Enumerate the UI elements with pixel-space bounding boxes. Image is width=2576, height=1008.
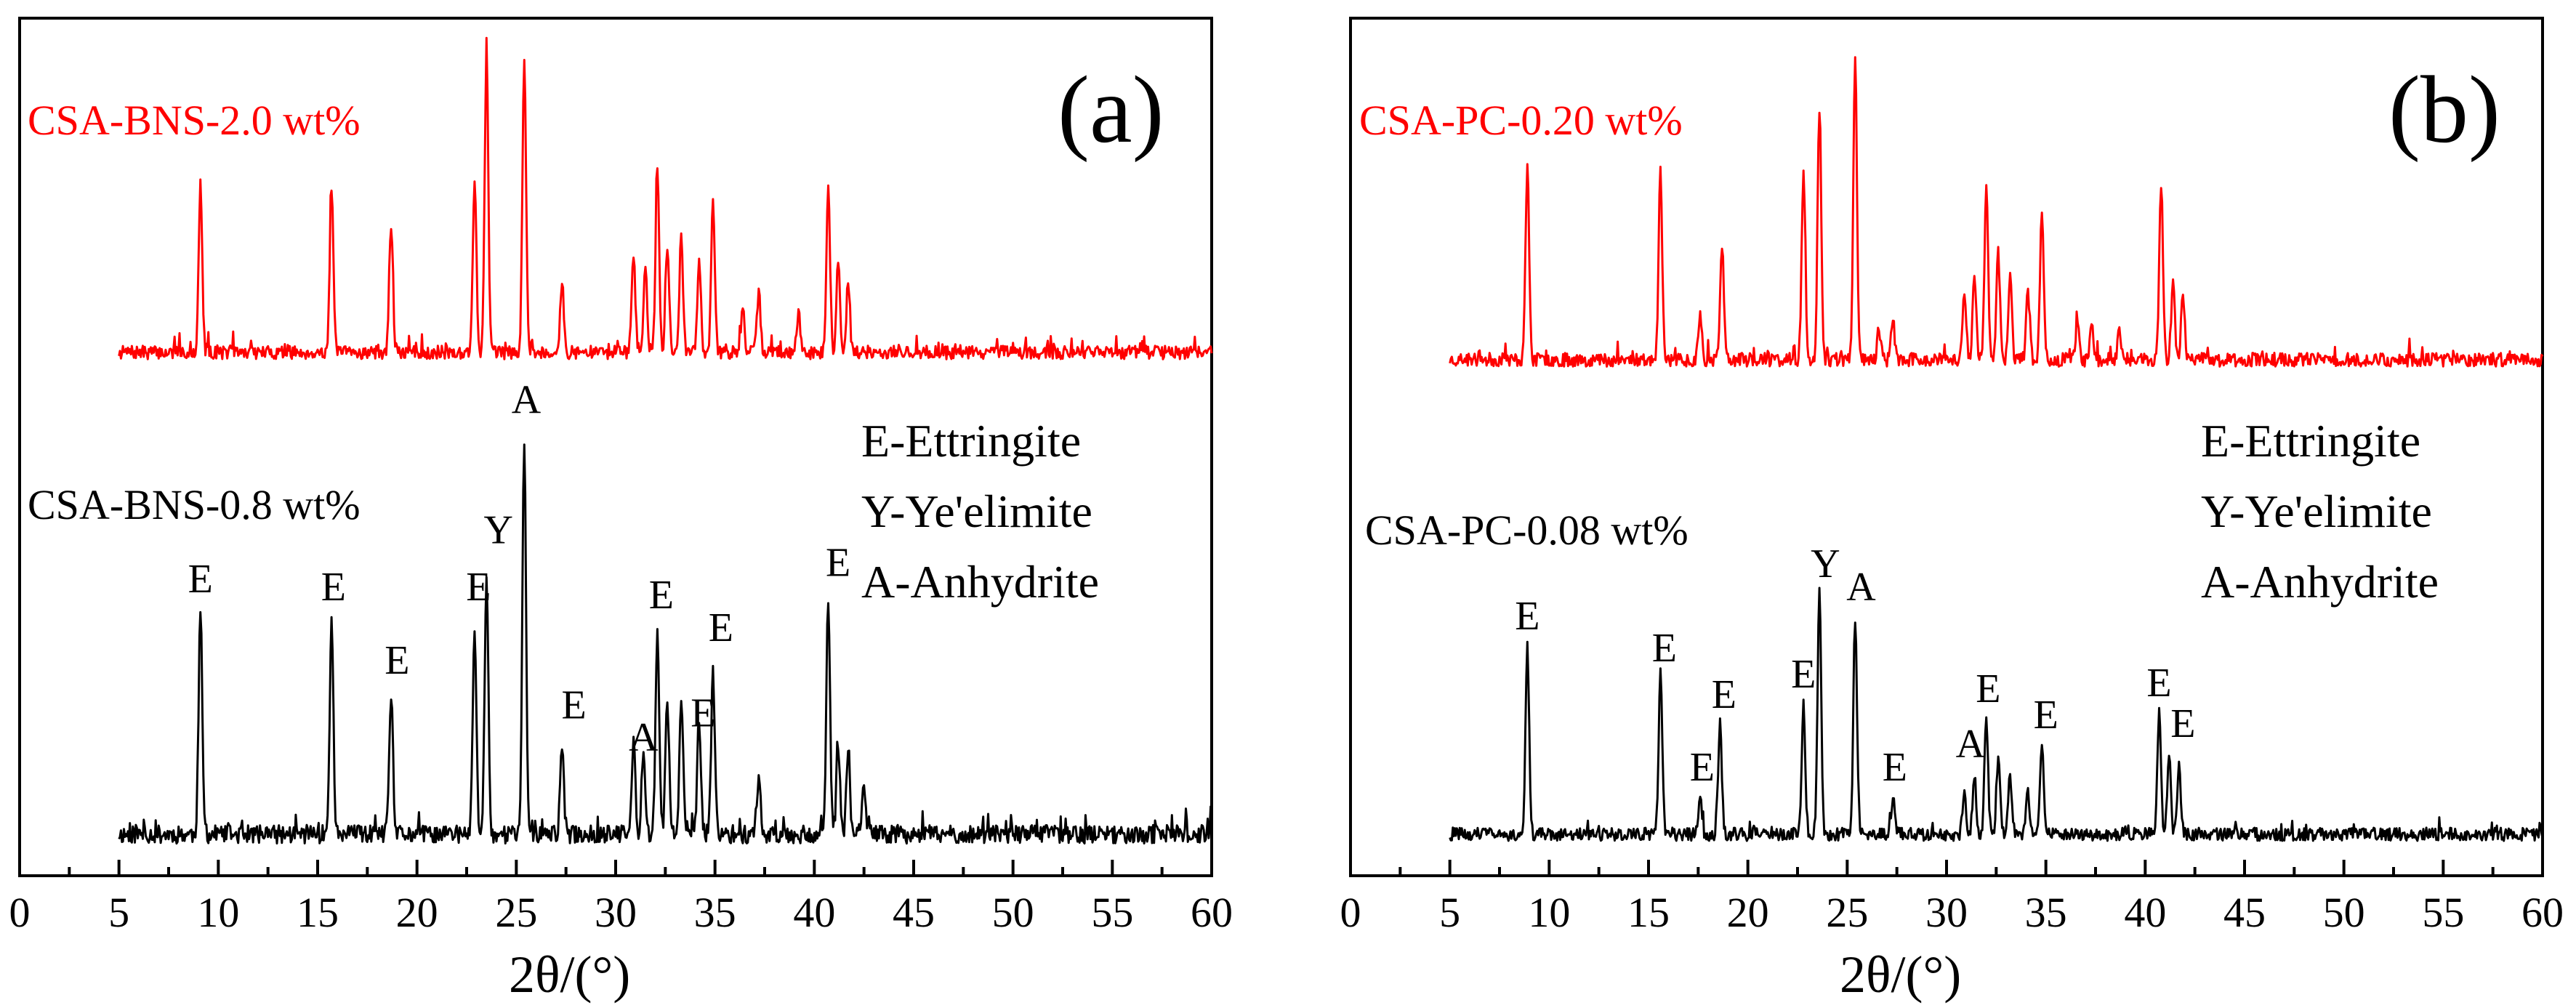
peak-label-e: E (1690, 745, 1715, 790)
x-tick-label: 10 (197, 889, 239, 936)
peak-label-e: E (709, 605, 733, 650)
panel-a-top-series-label: CSA-BNS-2.0 wt% (28, 97, 361, 144)
peak-label-e: E (649, 573, 674, 618)
x-tick-label: 0 (9, 889, 31, 936)
panel-b: (b) CSA-PC-0.20 wt% CSA-PC-0.08 wt% E-Et… (1340, 17, 2564, 1004)
series-line-bottom (118, 443, 1213, 845)
panel-a-x-axis-label: 2θ/(°) (509, 945, 630, 1004)
peak-label-e: E (691, 691, 715, 736)
panel-a-legend-yeelimite: Y-Ye'elimite (861, 485, 1092, 537)
x-tick-label: 10 (1528, 889, 1570, 936)
x-tick-label: 40 (2124, 889, 2166, 936)
peak-label-a: A (629, 715, 659, 760)
panel-b-ticks: 0 5 10 15 20 25 30 35 40 45 50 55 60 (1340, 860, 2564, 936)
peak-label-e: E (188, 557, 213, 602)
peak-label-y: Y (1811, 541, 1840, 586)
x-tick-label: 20 (396, 889, 438, 936)
panel-a-label: (a) (1058, 56, 1164, 163)
x-tick-label: 55 (1091, 889, 1133, 936)
panel-b-bottom-series-label: CSA-PC-0.08 wt% (1365, 507, 1689, 554)
x-tick-label: 60 (1191, 889, 1233, 936)
peak-label-e: E (1883, 745, 1907, 790)
peak-label-e: E (385, 638, 409, 683)
x-tick-label: 5 (108, 889, 129, 936)
peak-label-e: E (321, 565, 346, 610)
panel-a-legend-ettringite: E-Ettringite (861, 415, 1081, 467)
peak-label-e: E (561, 682, 586, 727)
panel-b-label: (b) (2388, 56, 2500, 163)
x-tick-label: 25 (495, 889, 537, 936)
panel-a-ticks: 0 5 10 15 20 25 30 35 40 45 50 55 60 (9, 860, 1233, 936)
x-tick-label: 35 (694, 889, 736, 936)
panel-b-legend-ettringite: E-Ettringite (2201, 415, 2420, 467)
peak-label-e: E (466, 565, 491, 610)
x-tick-label: 15 (297, 889, 339, 936)
peak-label-a: A (512, 377, 542, 422)
x-tick-label: 0 (1340, 889, 1361, 936)
x-tick-label: 45 (2223, 889, 2266, 936)
x-tick-label: 45 (893, 889, 935, 936)
x-tick-label: 15 (1627, 889, 1670, 936)
x-tick-label: 25 (1826, 889, 1868, 936)
panel-a-bottom-series-label: CSA-BNS-0.8 wt% (28, 481, 361, 528)
peak-label-e: E (2034, 693, 2058, 738)
series-line-bottom (1449, 586, 2544, 842)
x-tick-label: 55 (2422, 889, 2464, 936)
peak-label-e: E (1712, 672, 1736, 717)
x-tick-label: 60 (2521, 889, 2564, 936)
x-tick-label: 35 (2025, 889, 2067, 936)
peak-label-e: E (1515, 594, 1539, 639)
panel-b-top-series-label: CSA-PC-0.20 wt% (1359, 97, 1683, 144)
x-tick-label: 5 (1439, 889, 1460, 936)
series-line-top (1449, 56, 2544, 368)
x-tick-label: 40 (793, 889, 835, 936)
x-tick-label: 50 (992, 889, 1034, 936)
peak-label-e: E (2146, 661, 2171, 706)
panel-a: (a) CSA-BNS-2.0 wt% CSA-BNS-0.8 wt% E-Et… (9, 17, 1233, 1004)
panel-b-legend-anhydrite: A-Anhydrite (2201, 556, 2439, 608)
x-tick-label: 30 (1925, 889, 1968, 936)
peak-label-a: A (1846, 565, 1876, 610)
peak-label-e: E (1652, 626, 1677, 671)
peak-label-e: E (1976, 666, 2000, 711)
peak-label-e: E (1791, 652, 1816, 697)
peak-label-y: Y (483, 508, 512, 553)
x-tick-label: 50 (2323, 889, 2365, 936)
peak-label-e: E (826, 540, 850, 585)
x-tick-label: 20 (1727, 889, 1769, 936)
series-line-top (118, 36, 1213, 360)
panel-a-legend-anhydrite: A-Anhydrite (861, 556, 1099, 608)
peak-label-a: A (1956, 722, 1986, 767)
panel-b-legend-yeelimite: Y-Ye'elimite (2201, 485, 2432, 537)
panel-b-x-axis-label: 2θ/(°) (1840, 945, 1961, 1004)
x-tick-label: 30 (595, 889, 637, 936)
peak-label-e: E (2170, 701, 2195, 746)
